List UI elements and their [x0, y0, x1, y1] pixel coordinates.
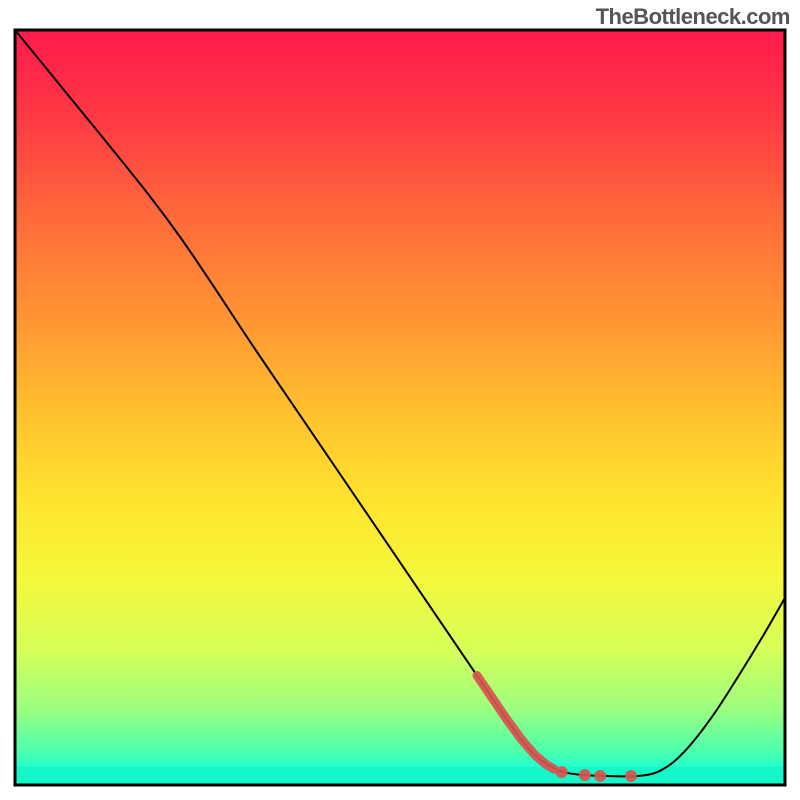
gradient-background: [15, 30, 785, 785]
watermark-text: TheBottleneck.com: [596, 4, 790, 30]
chart-container: TheBottleneck.com: [0, 0, 800, 800]
highlight-dot: [556, 766, 568, 778]
highlight-dot: [579, 769, 591, 781]
highlight-dot: [594, 770, 606, 782]
highlight-dot: [625, 770, 637, 782]
bottom-band: [15, 767, 785, 785]
chart-svg: [0, 0, 800, 800]
